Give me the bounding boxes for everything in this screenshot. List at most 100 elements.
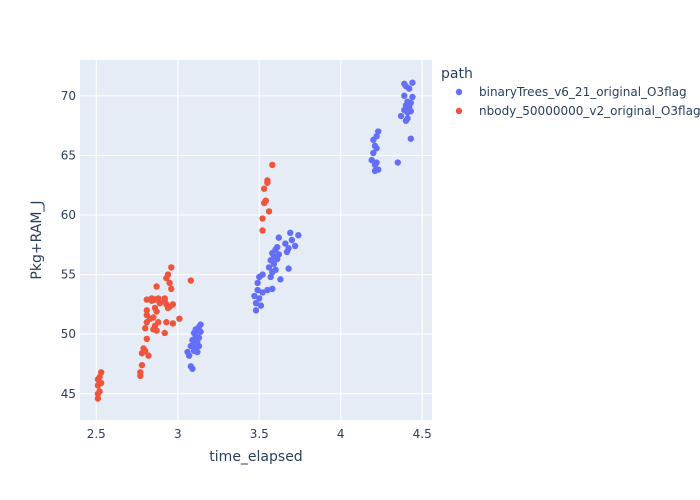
- data-point: [285, 265, 292, 272]
- legend-title: path: [441, 66, 473, 82]
- y-tick-label: 65: [61, 148, 76, 162]
- data-point: [164, 271, 172, 278]
- data-point: [287, 229, 294, 237]
- data-point: [260, 185, 268, 192]
- data-point: [259, 289, 266, 296]
- data-point: [375, 128, 382, 135]
- data-point: [137, 369, 144, 376]
- data-point: [264, 177, 271, 184]
- data-point: [97, 369, 105, 376]
- data-point: [288, 236, 296, 244]
- data-point: [270, 260, 278, 268]
- data-point: [143, 335, 151, 343]
- data-point: [153, 327, 160, 334]
- data-point: [143, 296, 151, 303]
- data-point: [195, 342, 203, 350]
- y-axis-title: Pkg+RAM_J: [29, 200, 45, 279]
- legend-label: nbody_50000000_v2_original_O3flag: [479, 104, 700, 118]
- data-point: [190, 347, 198, 355]
- data-point: [168, 264, 175, 271]
- y-tick-label: 55: [61, 268, 76, 282]
- data-point: [138, 361, 146, 369]
- data-point: [185, 352, 193, 359]
- data-point: [254, 279, 261, 287]
- y-axis-ticks: 45 50 55 60 65 70: [61, 89, 76, 401]
- data-point: [370, 149, 377, 157]
- data-point: [269, 285, 276, 293]
- data-point: [265, 264, 273, 271]
- data-point: [153, 308, 160, 315]
- data-point: [252, 307, 260, 314]
- data-point: [259, 227, 266, 234]
- data-point: [394, 159, 401, 166]
- series-2: [94, 161, 276, 402]
- series-1: [184, 79, 416, 372]
- data-point: [275, 234, 283, 241]
- data-point: [275, 251, 283, 258]
- data-point: [252, 299, 260, 307]
- data-points: [94, 79, 416, 402]
- x-tick-label: 3: [174, 427, 182, 441]
- data-point: [371, 161, 379, 169]
- data-point: [291, 242, 299, 250]
- data-point: [285, 245, 292, 252]
- data-point: [143, 307, 151, 314]
- data-point: [187, 277, 195, 284]
- data-point: [407, 108, 415, 115]
- data-point: [189, 365, 196, 372]
- data-point: [407, 99, 415, 107]
- data-point: [407, 135, 415, 142]
- data-point: [161, 297, 168, 304]
- data-point: [405, 85, 413, 92]
- y-tick-label: 60: [61, 208, 76, 222]
- data-point: [97, 379, 105, 387]
- data-point: [256, 295, 263, 302]
- data-point: [273, 243, 281, 251]
- data-point: [264, 286, 271, 294]
- data-point: [257, 302, 265, 309]
- plot-area: [80, 60, 432, 420]
- data-point: [176, 315, 183, 322]
- data-point: [409, 79, 416, 86]
- legend-label: binaryTrees_v6_21_original_O3flag: [479, 85, 687, 99]
- data-point: [161, 329, 168, 337]
- data-point: [254, 286, 261, 294]
- x-tick-label: 4.5: [413, 427, 432, 441]
- data-point: [269, 161, 276, 169]
- data-point: [163, 319, 170, 326]
- data-point: [262, 197, 269, 204]
- data-point: [282, 240, 289, 247]
- x-axis-ticks: 2.5 3 3.5 4 4.5: [87, 427, 432, 441]
- data-point: [169, 320, 177, 327]
- x-tick-label: 4: [337, 427, 345, 441]
- data-point: [277, 276, 284, 283]
- legend-marker: [455, 88, 463, 96]
- data-point: [156, 299, 164, 307]
- legend-items: binaryTrees_v6_21_original_O3flag nbody_5…: [455, 85, 700, 118]
- data-point: [409, 93, 416, 101]
- data-point: [295, 232, 302, 239]
- data-point: [155, 319, 162, 326]
- legend: path binaryTrees_v6_21_original_O3flagnb…: [441, 66, 700, 118]
- data-point: [141, 347, 149, 355]
- data-point: [401, 92, 408, 99]
- data-point: [373, 145, 380, 152]
- y-tick-label: 45: [61, 387, 76, 401]
- data-point: [94, 395, 102, 402]
- data-point: [141, 325, 149, 332]
- y-tick-label: 70: [61, 89, 76, 103]
- data-point: [251, 292, 258, 300]
- data-point: [197, 321, 204, 328]
- data-point: [265, 208, 273, 215]
- data-point: [404, 115, 411, 122]
- x-axis-title: time_elapsed: [209, 449, 302, 465]
- data-point: [145, 352, 152, 359]
- data-point: [259, 271, 266, 278]
- data-point: [197, 328, 204, 335]
- data-point: [192, 326, 199, 333]
- data-point: [168, 285, 175, 293]
- data-point: [375, 166, 382, 173]
- data-point: [96, 388, 103, 395]
- data-point: [153, 283, 160, 290]
